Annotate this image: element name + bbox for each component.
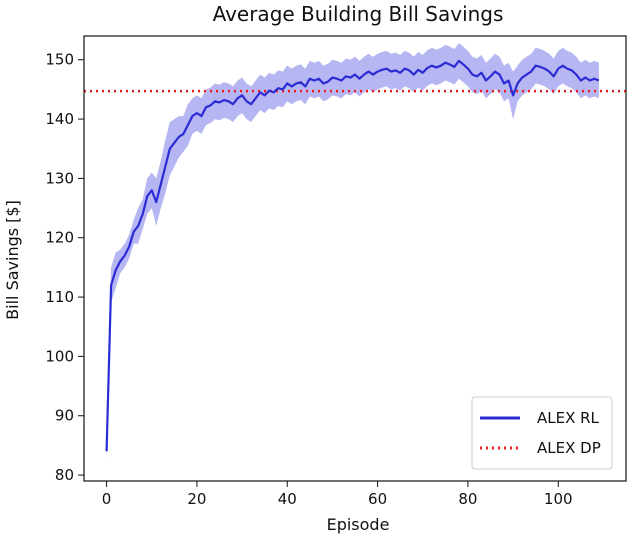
y-tick-label: 150: [45, 51, 74, 69]
legend: ALEX RL ALEX DP: [471, 396, 613, 470]
x-tick-label: 20: [187, 490, 206, 508]
y-tick-label: 140: [45, 110, 74, 128]
y-tick-label: 130: [45, 169, 74, 187]
plot-area: [83, 35, 627, 482]
y-tick-label: 110: [45, 288, 74, 306]
y-axis-ticks: 80 90 100 110 120 130 140 150: [45, 51, 84, 484]
x-tick-label: 0: [102, 490, 112, 508]
rl-series-line: [105, 59, 600, 452]
legend-dp-label: ALEX DP: [537, 439, 601, 457]
axes-frame: [83, 35, 627, 482]
y-tick-label: 90: [55, 407, 74, 425]
x-tick-label: 60: [368, 490, 387, 508]
legend-box: [471, 396, 613, 470]
y-tick-label: 100: [45, 347, 74, 365]
y-tick-label: 80: [55, 466, 74, 484]
x-tick-label: 40: [278, 490, 297, 508]
y-axis-label: Bill Savings [$]: [3, 200, 22, 320]
x-axis-ticks: 0 20 40 60 80 100: [102, 481, 573, 508]
x-axis-label: Episode: [327, 515, 390, 534]
rl-confidence-band: [106, 43, 599, 461]
y-tick-label: 120: [45, 229, 74, 247]
x-tick-label: 80: [458, 490, 477, 508]
legend-rl-label: ALEX RL: [537, 409, 600, 427]
x-tick-label: 100: [544, 490, 573, 508]
chart-title: Average Building Bill Savings: [213, 2, 504, 26]
